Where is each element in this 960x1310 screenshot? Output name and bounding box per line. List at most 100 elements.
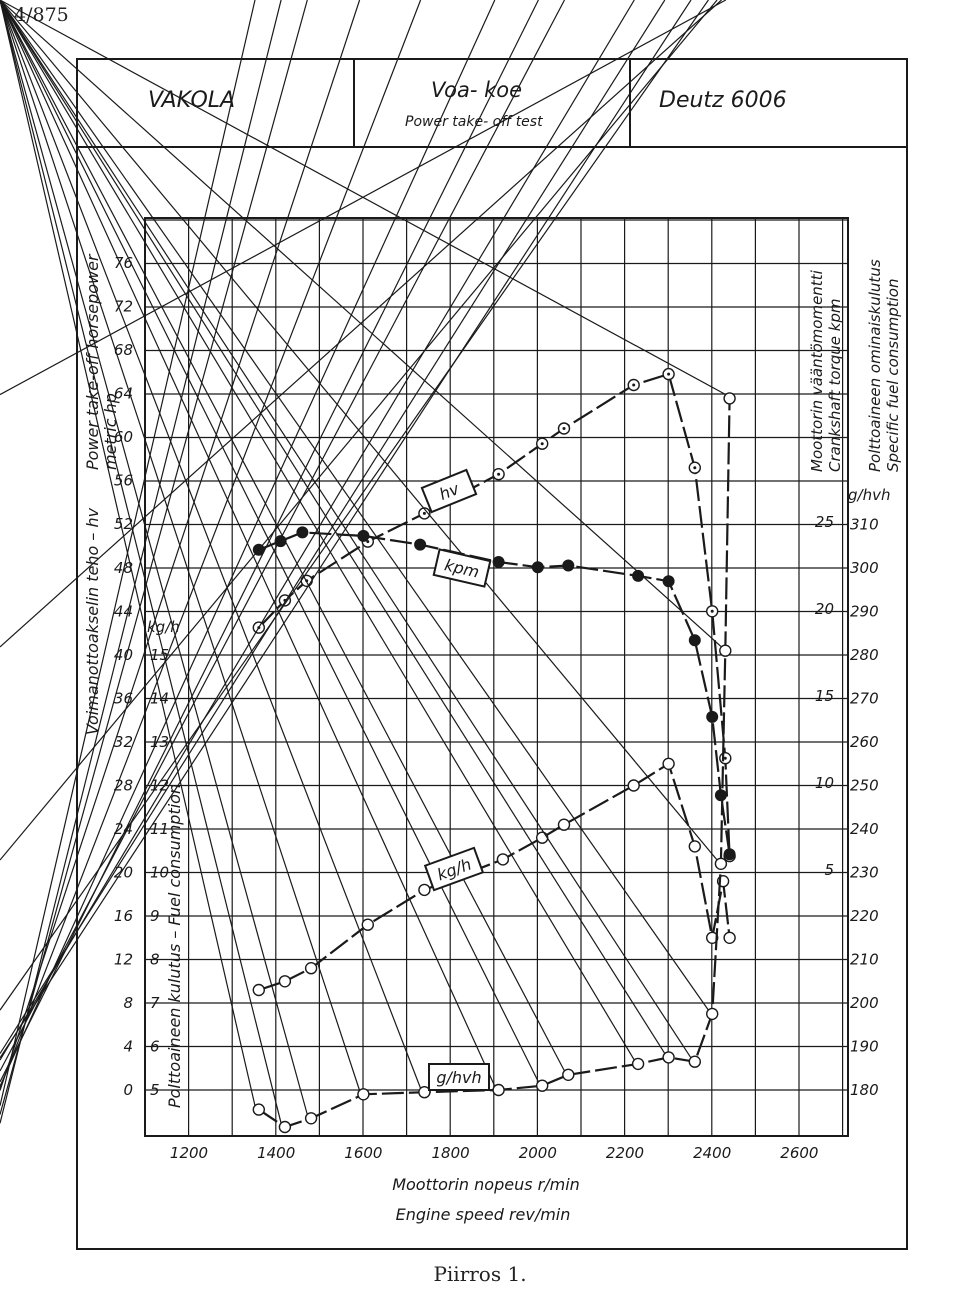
data-point-fuel: [723, 931, 736, 944]
torque-tick-label: 10: [815, 774, 834, 792]
curve-label-box: [428, 1063, 490, 1091]
data-point-hp-dot: [422, 511, 426, 515]
data-point-hp-dot: [540, 442, 544, 446]
torque-tick-label: 15: [815, 687, 834, 705]
hp-tick-label: 68: [114, 341, 133, 359]
fuel-tick-label: 5: [150, 1081, 160, 1099]
fuel-axis-label: Polttoaineen kulutus – Fuel consumption: [165, 784, 184, 1108]
org-cell: VAKOLA: [78, 60, 355, 146]
data-point-kpm: [632, 569, 645, 582]
data-point-fuel: [496, 853, 510, 866]
curve-label-box: [432, 548, 492, 588]
data-point-kpm: [662, 575, 675, 588]
data-point-sfc: [278, 1120, 292, 1134]
page-number: 4/875: [14, 4, 69, 26]
sfc-axis-label-en: Specific fuel consumption: [884, 279, 902, 472]
torque-tick-label: 5: [824, 861, 834, 879]
hp-tick-label: 16: [114, 907, 133, 925]
data-point-sfc: [536, 1079, 549, 1092]
curve-label-box: [420, 468, 478, 514]
data-point-sfc-cross: [0, 0, 308, 1115]
curve-label: kg/h: [423, 846, 485, 892]
series-line: [258, 762, 731, 992]
sfc-tick-label: 240: [850, 820, 879, 838]
x-tick-label: 1400: [257, 1144, 295, 1162]
title-block: VAKOLA Voa- koe Power take- off test Deu…: [78, 60, 906, 148]
hp-tick-label: 0: [123, 1081, 133, 1099]
test-title: Voa- koe: [431, 78, 523, 102]
x-tick-label: 2400: [693, 1144, 731, 1162]
curve-label: hv: [420, 468, 478, 514]
report-frame: VAKOLA Voa- koe Power take- off test Deu…: [76, 58, 908, 1250]
data-point-fuel: [662, 757, 675, 770]
data-point-hp-dot: [693, 466, 697, 470]
data-point-sfc-cross: [0, 0, 692, 1059]
data-point-fuel: [278, 975, 292, 988]
plot-border: [144, 217, 849, 1137]
fuel-tick-label: 9: [150, 907, 160, 925]
torque-axis-label: Moottorin vääntömomentti: [808, 269, 826, 472]
data-point-sfc-cross: [0, 0, 722, 648]
sfc-tick-label: 310: [850, 516, 879, 534]
data-point-sfc: [252, 1103, 265, 1116]
x-tick-label: 2000: [519, 1144, 557, 1162]
sfc-axis-unit: g/hvh: [848, 486, 890, 504]
data-point-fuel: [304, 962, 318, 975]
data-point-sfc: [562, 1068, 575, 1082]
data-point-sfc: [662, 1051, 675, 1064]
hp-tick-label: 48: [114, 559, 133, 577]
chart-grid: [145, 218, 848, 1136]
data-point-fuel: [557, 818, 571, 831]
x-tick-label: 1200: [170, 1144, 208, 1162]
sfc-tick-label: 180: [850, 1081, 879, 1099]
curve-label: kpm: [432, 548, 492, 588]
data-point-sfc-cross: [0, 0, 635, 1061]
torque-tick-label: 25: [815, 513, 834, 531]
figure-caption: Piirros 1.: [433, 1262, 527, 1286]
fuel-tick-label: 11: [150, 820, 169, 838]
hp-tick-label: 52: [114, 515, 133, 533]
data-point-sfc-cross: [0, 0, 361, 1091]
sfc-tick-label: 220: [850, 907, 879, 925]
hp-axis-label: Voimanottoakselin teho – hv: [83, 507, 102, 735]
sfc-tick-label: 290: [850, 603, 879, 621]
data-point-kpm: [531, 561, 544, 574]
data-point-sfc: [492, 1083, 505, 1097]
curve-label-box: [423, 846, 485, 892]
x-tick-label: 1600: [344, 1144, 382, 1162]
data-point-sfc-cross: [0, 0, 566, 1072]
data-point-hp-dot: [366, 540, 370, 544]
data-point-sfc: [723, 392, 736, 405]
sfc-tick-label: 250: [850, 777, 879, 795]
fuel-tick-label: 14: [150, 690, 169, 708]
data-point-fuel: [361, 918, 374, 931]
sfc-tick-label: 200: [850, 994, 879, 1012]
data-point-sfc-cross: [0, 0, 727, 396]
data-point-fuel: [418, 883, 431, 897]
fuel-tick-label: 7: [150, 994, 160, 1012]
data-point-kpm: [714, 789, 727, 802]
torque-tick-label: 20: [815, 600, 834, 618]
hp-tick-label: 32: [114, 733, 133, 751]
x-tick-label: 2200: [606, 1144, 644, 1162]
data-point-fuel: [688, 840, 701, 853]
data-point-hp-dot: [562, 427, 566, 430]
hp-tick-label: 12: [114, 950, 133, 968]
hp-tick-label: 56: [114, 472, 133, 490]
data-point-sfc: [719, 644, 732, 657]
data-point-fuel: [627, 779, 640, 792]
fuel-tick-label: 15: [150, 646, 169, 664]
data-point-sfc-cross: [0, 0, 282, 1124]
data-point-sfc-cross: [0, 0, 256, 1106]
sfc-axis-label: Polttoaineen ominaiskulutus: [866, 259, 884, 472]
tractor-model: Deutz 6006: [659, 88, 787, 113]
data-point-kpm: [357, 529, 370, 542]
x-axis-label: Moottorin nopeus r/min: [392, 1175, 580, 1194]
x-axis-label-en: Engine speed rev/min: [396, 1205, 571, 1224]
data-point-kpm: [723, 848, 736, 861]
org-name: VAKOLA: [148, 88, 236, 113]
hp-tick-label: 44: [114, 602, 133, 620]
model-cell: Deutz 6006: [631, 60, 906, 146]
data-point-kpm: [296, 526, 309, 539]
